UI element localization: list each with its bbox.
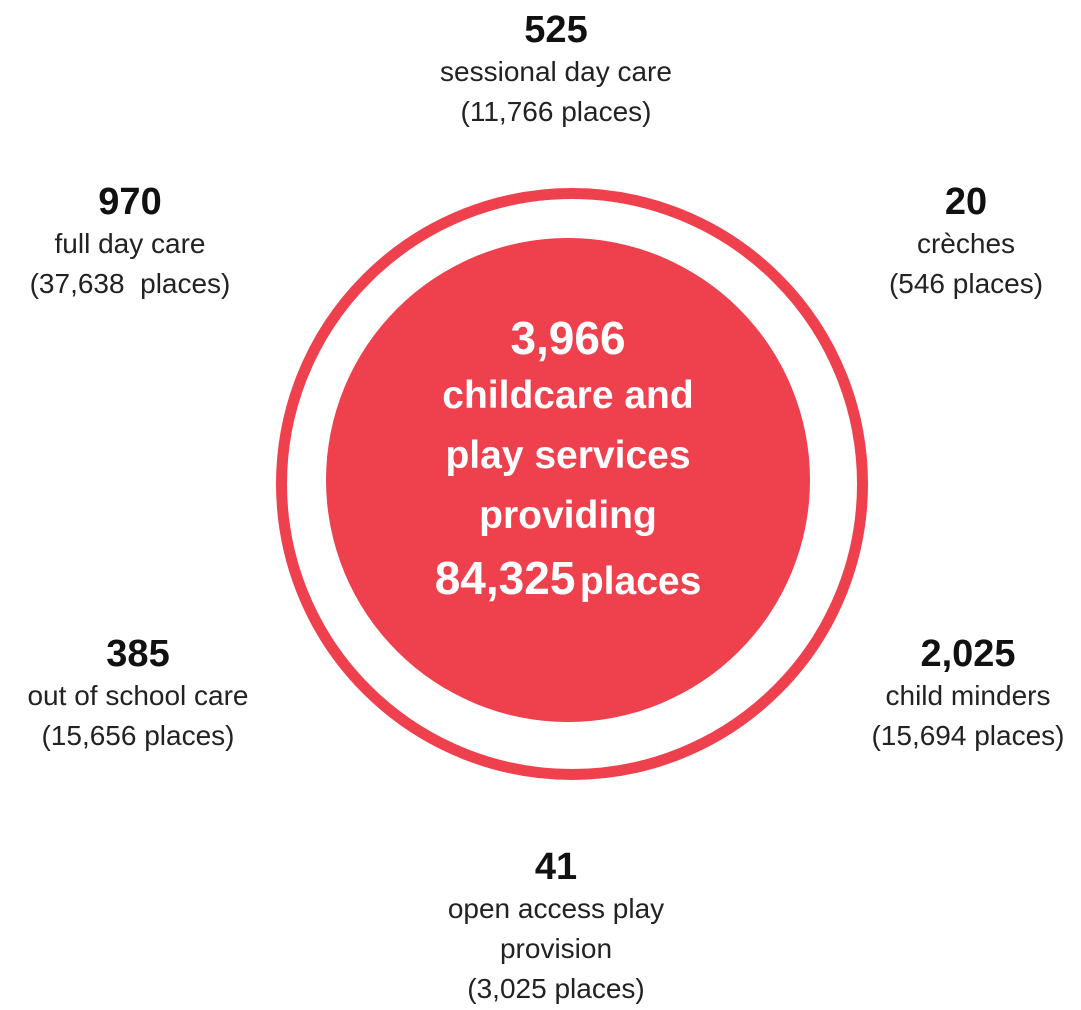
stat-places: (15,694 places) bbox=[871, 720, 1065, 751]
stat-places: (3,025 places) bbox=[467, 973, 645, 1004]
stat-count: 525 bbox=[524, 9, 588, 51]
stat-label: full day care bbox=[54, 228, 206, 259]
stat-full-day-care: 970 full day care (37,638 places) bbox=[0, 180, 280, 304]
total-services-count: 3,966 bbox=[510, 312, 626, 364]
center-places-line: 84,325 places bbox=[326, 546, 810, 622]
center-circle bbox=[326, 238, 810, 722]
center-line-3: providing bbox=[479, 494, 657, 537]
stat-count: 20 bbox=[944, 181, 988, 223]
stat-label-line-2: provision bbox=[499, 933, 613, 964]
stat-places: (11,766 places) bbox=[460, 96, 652, 127]
stat-places: (37,638 places) bbox=[29, 268, 231, 299]
stat-label-line-1: open access play bbox=[447, 893, 665, 924]
center-line-1: childcare and bbox=[442, 374, 694, 417]
outer-ring bbox=[276, 188, 868, 780]
stat-label: out of school care bbox=[27, 680, 249, 711]
stat-label: crèches bbox=[916, 228, 1016, 259]
stat-child-minders: 2,025 child minders (15,694 places) bbox=[818, 632, 1081, 756]
stat-count: 385 bbox=[106, 633, 170, 675]
total-places-word: places bbox=[579, 560, 702, 603]
stat-label: sessional day care bbox=[440, 56, 672, 87]
stat-label: child minders bbox=[885, 680, 1051, 711]
stat-count: 970 bbox=[98, 181, 162, 223]
stat-creches: 20 crèches (546 places) bbox=[816, 180, 1081, 304]
stat-open-access-play: 41 open access play provision (3,025 pla… bbox=[406, 845, 706, 1009]
center-line-2: play services bbox=[445, 434, 691, 477]
total-places-count: 84,325 bbox=[434, 552, 576, 604]
stat-places: (15,656 places) bbox=[41, 720, 235, 751]
stat-places: (546 places) bbox=[888, 268, 1044, 299]
stat-out-of-school-care: 385 out of school care (15,656 places) bbox=[0, 632, 288, 756]
stat-count: 41 bbox=[534, 846, 578, 888]
stat-count: 2,025 bbox=[920, 633, 1016, 675]
stat-sessional-day-care: 525 sessional day care (11,766 places) bbox=[406, 8, 706, 132]
center-summary: 3,966 childcare and play services provid… bbox=[326, 310, 810, 622]
